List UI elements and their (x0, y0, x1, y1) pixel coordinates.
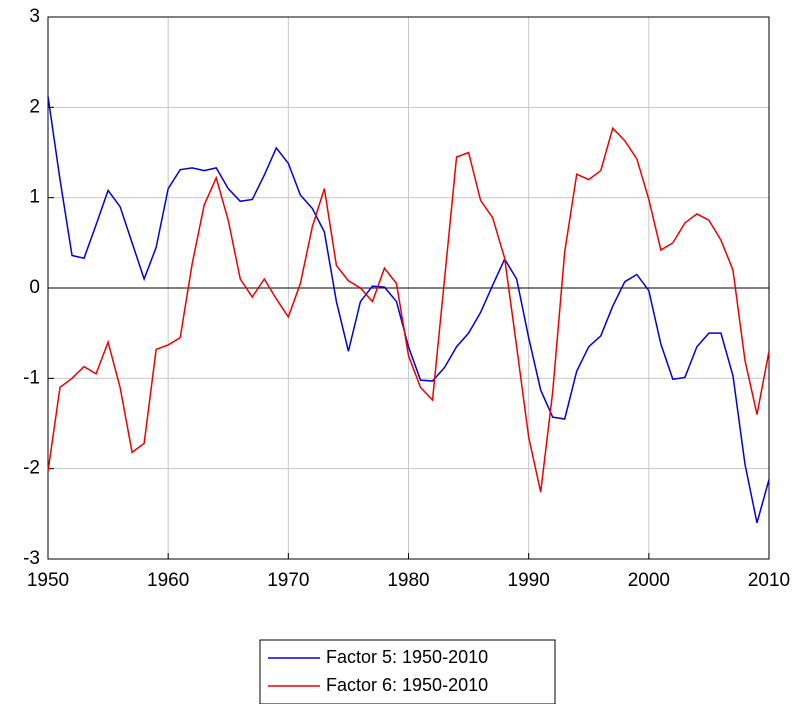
x-tick-label: 1970 (267, 570, 309, 591)
legend-box (259, 639, 556, 704)
x-tick-label: 1960 (147, 570, 189, 591)
y-tick-label: 3 (29, 6, 40, 27)
plot-frame (47, 16, 770, 560)
x-tick-label: 1980 (387, 570, 429, 591)
legend-label: Factor 5: 1950-2010 (326, 647, 488, 667)
x-tick-label: 2010 (748, 570, 790, 591)
y-tick-label: 2 (29, 96, 40, 117)
x-tick-label: 1950 (27, 570, 69, 591)
x-tick-label: 1990 (508, 570, 550, 591)
y-tick-label: -3 (23, 548, 40, 569)
series-line (47, 96, 770, 524)
legend-label: Factor 6: 1950-2010 (326, 675, 488, 695)
x-tick-label: 2000 (628, 570, 670, 591)
series-line (47, 126, 770, 493)
y-tick-label: 0 (29, 277, 40, 298)
y-tick-label: -2 (23, 458, 40, 479)
legend: Factor 5: 1950-2010 Factor 6: 1950-2010 (259, 639, 556, 704)
y-tick-label: -1 (23, 367, 40, 388)
y-tick-label: 1 (29, 187, 40, 208)
